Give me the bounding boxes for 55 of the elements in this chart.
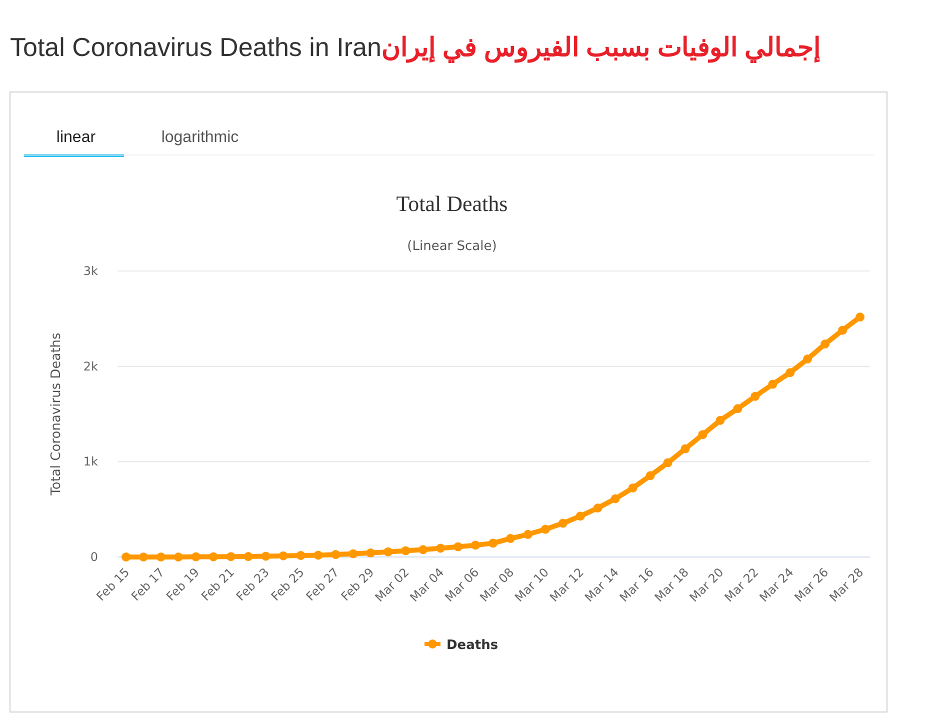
point — [138, 552, 148, 562]
point — [278, 551, 288, 560]
point — [698, 430, 708, 440]
point — [418, 545, 428, 554]
point — [593, 504, 602, 512]
point — [471, 540, 480, 550]
point — [716, 416, 725, 425]
point — [314, 550, 323, 560]
text: logarithmic — [161, 129, 239, 146]
point — [768, 380, 778, 389]
point — [628, 483, 638, 492]
point — [122, 552, 130, 562]
point — [244, 552, 253, 562]
point — [646, 471, 655, 480]
point — [296, 550, 306, 560]
y-tick-label: 2k — [83, 359, 98, 374]
point — [208, 552, 218, 562]
point — [786, 368, 795, 378]
point — [174, 552, 183, 562]
point — [156, 552, 166, 562]
point — [384, 547, 393, 556]
legend-label: Deaths — [446, 638, 498, 653]
point — [558, 518, 568, 528]
point — [454, 542, 463, 552]
y-tick-label: 3k — [83, 264, 98, 278]
chart-subtitle: (Linear Scale) — [407, 239, 497, 254]
point — [680, 444, 690, 454]
text: إجمالي الوفيات بسبب الفيروس في إيران — [381, 32, 821, 63]
x-tick-label: Mar 28 — [826, 565, 866, 605]
point — [226, 552, 236, 562]
point — [366, 548, 376, 558]
text: linear — [56, 129, 96, 146]
point — [733, 404, 742, 414]
point — [663, 458, 672, 468]
y-tick-label: 1k — [83, 454, 98, 469]
point — [331, 550, 340, 560]
point — [820, 340, 830, 349]
y-axis-title: Total Coronavirus Deaths — [49, 332, 64, 496]
point — [856, 312, 864, 322]
point — [191, 552, 200, 562]
point — [436, 544, 446, 553]
point — [401, 546, 410, 556]
point — [610, 494, 620, 504]
point — [488, 538, 498, 548]
point — [838, 326, 848, 335]
point — [803, 354, 812, 364]
point — [540, 524, 550, 534]
point — [523, 530, 532, 539]
chart-title: Total Deaths — [396, 191, 508, 216]
point — [506, 534, 515, 544]
point — [348, 549, 358, 558]
point — [576, 512, 585, 521]
y-tick-label: 0 — [90, 550, 98, 564]
point — [750, 392, 760, 401]
point — [261, 552, 270, 561]
